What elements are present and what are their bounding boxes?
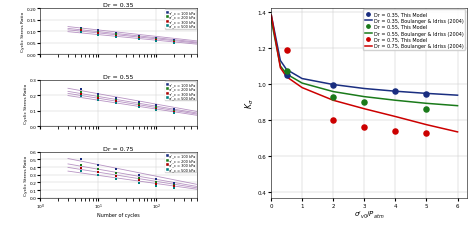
Point	[94, 99, 102, 103]
Point	[135, 179, 143, 182]
Point	[135, 101, 143, 105]
Point	[170, 40, 178, 43]
Title: Dr = 0.75: Dr = 0.75	[103, 146, 134, 151]
Point	[77, 32, 85, 35]
Point	[77, 91, 85, 94]
Title: Dr = 0.35: Dr = 0.35	[103, 3, 134, 8]
Point	[170, 185, 178, 188]
Point	[329, 119, 337, 122]
Y-axis label: $K_\sigma$: $K_\sigma$	[244, 98, 256, 109]
Point	[170, 187, 178, 190]
Point	[112, 99, 119, 102]
Point	[170, 112, 178, 116]
Point	[153, 107, 160, 111]
Point	[170, 111, 178, 114]
Point	[112, 174, 119, 178]
Point	[153, 106, 160, 110]
Point	[112, 177, 119, 181]
Point	[153, 177, 160, 181]
Point	[135, 37, 143, 41]
Point	[112, 32, 119, 36]
Point	[153, 182, 160, 186]
X-axis label: $\sigma'_{v0}/ P_{atm}$: $\sigma'_{v0}/ P_{atm}$	[354, 209, 384, 220]
Point	[153, 109, 160, 112]
Point	[77, 29, 85, 33]
Y-axis label: Cyclic Stress Ratio: Cyclic Stress Ratio	[24, 155, 28, 195]
Point	[170, 181, 178, 185]
Point	[77, 88, 85, 92]
Point	[94, 167, 102, 171]
Legend: σ'_c = 100 kPa, σ'_c = 200 kPa, σ'_c = 300 kPa, σ'_c = 500 kPa: σ'_c = 100 kPa, σ'_c = 200 kPa, σ'_c = 3…	[165, 10, 196, 30]
Point	[135, 35, 143, 38]
Point	[94, 32, 102, 36]
Point	[135, 103, 143, 106]
X-axis label: Number of cycles: Number of cycles	[97, 213, 140, 218]
Point	[112, 102, 119, 106]
Title: Dr = 0.55: Dr = 0.55	[103, 75, 134, 80]
Point	[361, 101, 368, 104]
Point	[153, 40, 160, 44]
Point	[392, 130, 399, 133]
Point	[94, 97, 102, 100]
Point	[170, 39, 178, 42]
Y-axis label: Cyclic Stress Ratio: Cyclic Stress Ratio	[21, 12, 25, 52]
Point	[135, 106, 143, 110]
Point	[170, 109, 178, 113]
Point	[112, 100, 119, 104]
Point	[153, 38, 160, 42]
Point	[153, 180, 160, 184]
Point	[170, 108, 178, 111]
Point	[423, 93, 430, 96]
Legend: σ'_c = 100 kPa, σ'_c = 200 kPa, σ'_c = 300 kPa, σ'_c = 500 kPa: σ'_c = 100 kPa, σ'_c = 200 kPa, σ'_c = 3…	[165, 153, 196, 173]
Point	[94, 92, 102, 96]
Point	[94, 163, 102, 167]
Point	[170, 42, 178, 45]
Point	[77, 163, 85, 167]
Point	[135, 181, 143, 185]
Point	[94, 34, 102, 37]
Point	[283, 70, 291, 74]
Point	[135, 173, 143, 177]
Point	[392, 90, 399, 94]
Point	[77, 95, 85, 98]
Point	[423, 108, 430, 112]
Point	[283, 49, 291, 52]
Point	[135, 104, 143, 108]
Point	[112, 172, 119, 175]
Point	[135, 177, 143, 180]
Point	[94, 31, 102, 35]
Point	[77, 27, 85, 30]
Point	[77, 28, 85, 32]
Point	[112, 34, 119, 37]
Point	[77, 170, 85, 173]
Point	[77, 158, 85, 161]
Point	[77, 166, 85, 170]
Point	[77, 92, 85, 96]
Point	[135, 36, 143, 40]
Point	[329, 84, 337, 87]
Point	[112, 96, 119, 100]
Point	[153, 37, 160, 40]
Point	[283, 74, 291, 77]
Y-axis label: Cyclic Stress Ratio: Cyclic Stress Ratio	[24, 83, 28, 124]
Legend: Dr = 0.35, This Model, Dr = 0.35, Boulanger & Idriss (2004), Dr = 0.55, This Mod: Dr = 0.35, This Model, Dr = 0.35, Boulan…	[363, 10, 465, 51]
Point	[153, 104, 160, 108]
Legend: σ'_c = 100 kPa, σ'_c = 200 kPa, σ'_c = 300 kPa, σ'_c = 500 kPa: σ'_c = 100 kPa, σ'_c = 200 kPa, σ'_c = 3…	[165, 81, 196, 101]
Point	[112, 36, 119, 40]
Point	[94, 29, 102, 33]
Point	[170, 183, 178, 187]
Point	[329, 95, 337, 99]
Point	[94, 95, 102, 99]
Point	[170, 41, 178, 45]
Point	[361, 126, 368, 130]
Point	[94, 170, 102, 174]
Point	[135, 38, 143, 42]
Point	[112, 168, 119, 171]
Point	[112, 35, 119, 38]
Point	[423, 131, 430, 135]
Point	[153, 39, 160, 43]
Point	[94, 173, 102, 177]
Point	[153, 184, 160, 188]
